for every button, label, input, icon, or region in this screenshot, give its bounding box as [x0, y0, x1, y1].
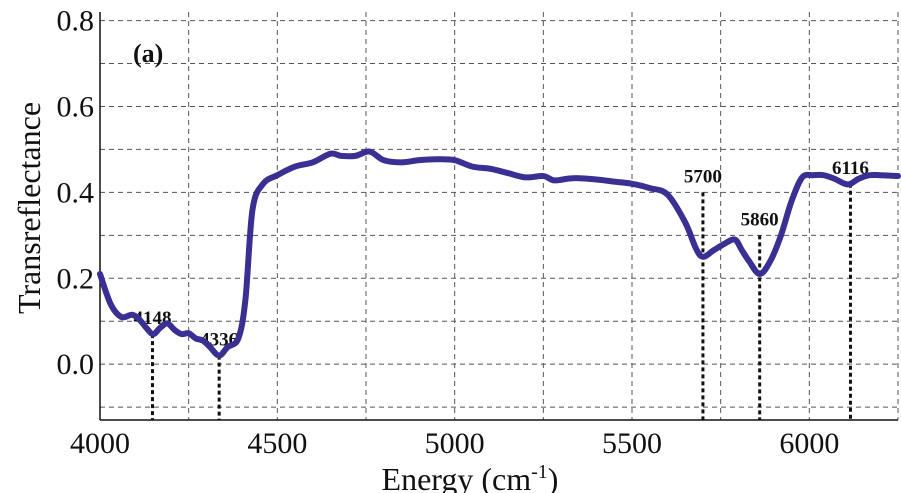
tick-labels: 4000 4500 5000 5500 6000 0.0 0.2 0.4 0.6 0.8	[57, 5, 840, 460]
peak-label-6116: 6116	[832, 158, 869, 179]
y-tick-label: 0.6	[57, 90, 95, 123]
series-group	[97, 148, 901, 359]
y-tick-label: 0.2	[57, 262, 95, 295]
x-tick-label: 5000	[425, 427, 485, 460]
peak-label-5700: 5700	[684, 166, 722, 187]
series-line	[97, 148, 901, 359]
axes	[99, 12, 898, 421]
x-axis-label-close: )	[548, 461, 559, 493]
x-axis-label-main: Energy (cm	[382, 461, 532, 493]
x-axis-label: Energy (cm-1)	[382, 461, 559, 493]
panel-label: (a)	[133, 39, 163, 68]
gridlines	[99, 12, 899, 420]
peak-label-5860: 5860	[741, 209, 779, 230]
x-tick-label: 4500	[247, 427, 307, 460]
x-tick-label: 4000	[70, 427, 130, 460]
x-axis-label-superscript: -1	[531, 461, 548, 483]
x-tick-label: 6000	[779, 427, 839, 460]
y-tick-label: 0.0	[57, 348, 95, 381]
y-tick-label: 0.8	[57, 5, 95, 38]
y-axis-label: Transreflectance	[11, 102, 47, 314]
y-tick-label: 0.4	[57, 176, 95, 209]
x-tick-label: 5500	[602, 427, 662, 460]
